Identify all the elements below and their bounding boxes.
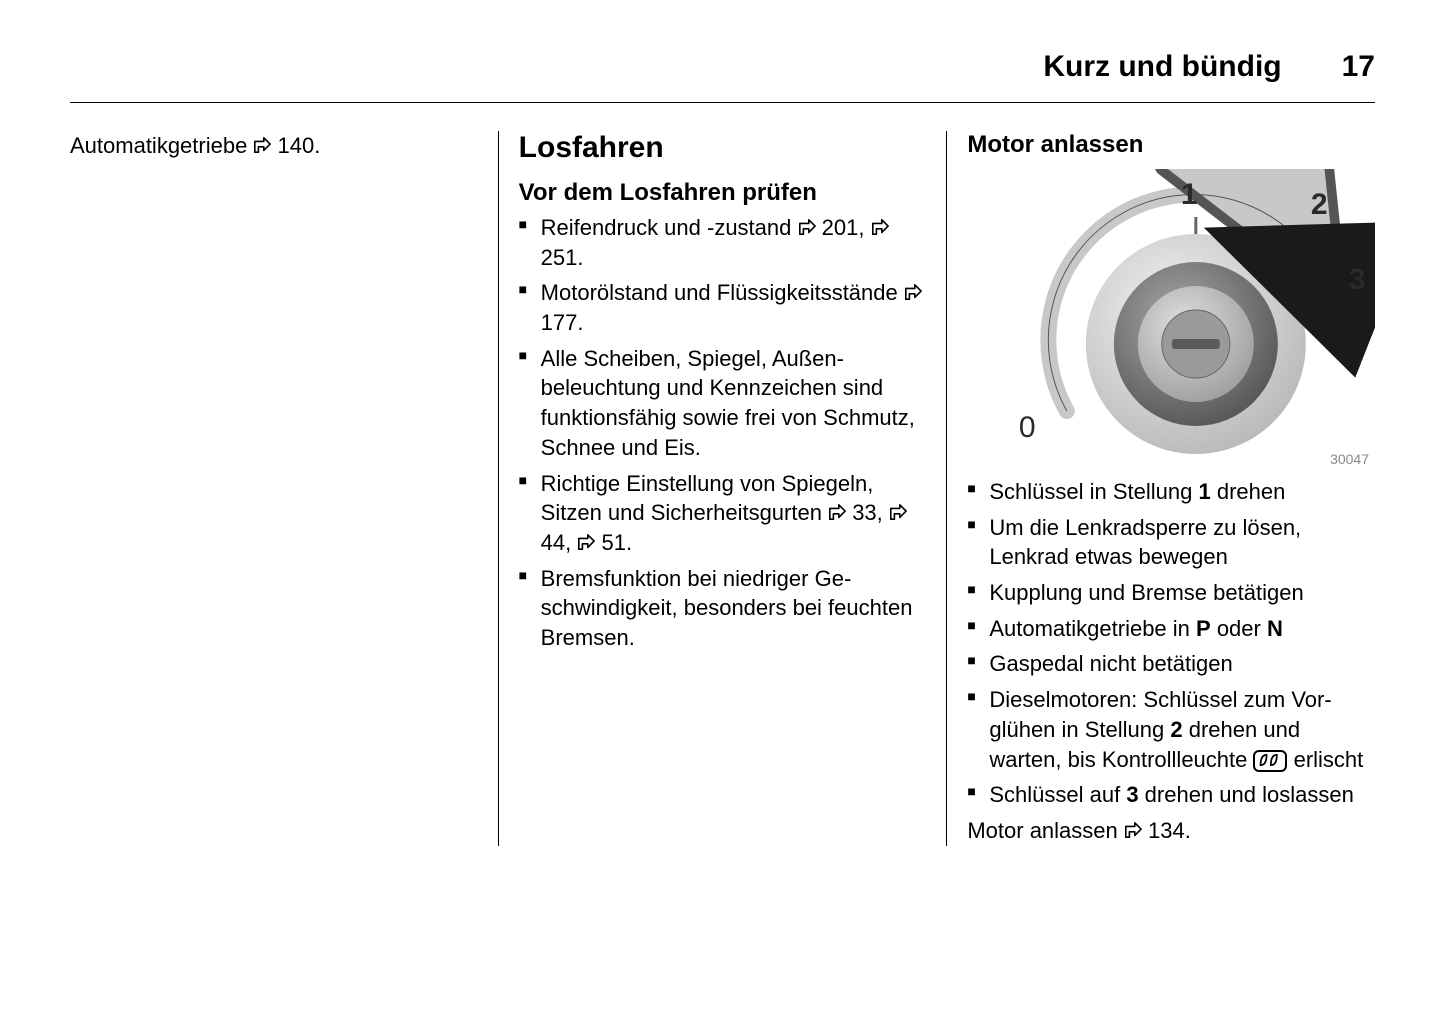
text: drehen und loslas­sen — [1139, 782, 1354, 807]
section-heading: Losfahren — [519, 131, 927, 165]
list-item: Richtige Einstellung von Spiegeln, Sitze… — [519, 469, 927, 558]
reference-arrow-icon — [889, 503, 907, 521]
reference-arrow-icon — [1124, 821, 1142, 839]
chapter-title: Kurz und bündig — [1043, 50, 1281, 84]
bold: 2 — [1170, 717, 1182, 742]
list-item: Schlüssel auf 3 drehen und loslas­sen — [967, 780, 1375, 810]
content-columns: Automatikgetriebe 140. Losfahren Vor dem… — [70, 131, 1375, 846]
col3-tail: Motor anlassen 134. — [967, 816, 1375, 846]
list-item: Kupplung und Bremse betätigen — [967, 578, 1375, 608]
ignition-switch-figure: 0 1 2 3 30047 — [967, 169, 1375, 469]
bold: 3 — [1126, 782, 1138, 807]
text: drehen — [1211, 479, 1286, 504]
text: Automatikgetriebe — [70, 133, 253, 158]
subsection-heading: Motor anlassen — [967, 131, 1375, 159]
text: oder — [1211, 616, 1267, 641]
text: 44, — [541, 530, 578, 555]
bold: P — [1196, 616, 1211, 641]
list-item: Reifendruck und -zustand 201, 251. — [519, 213, 927, 272]
list-item: Bremsfunktion bei niedriger Ge­schwindig… — [519, 564, 927, 653]
column-2: Losfahren Vor dem Losfahren prüfen Reife… — [498, 131, 947, 846]
figure-number: 30047 — [1330, 451, 1369, 467]
list-item: Dieselmotoren: Schlüssel zum Vor­glühen … — [967, 685, 1375, 774]
list-item: Gaspedal nicht betätigen — [967, 649, 1375, 679]
text: 140. — [271, 133, 320, 158]
text: 251. — [541, 245, 584, 270]
text: 33, — [846, 500, 889, 525]
text: Schlüssel in Stellung — [989, 479, 1198, 504]
text: 177. — [541, 310, 584, 335]
page-header: Kurz und bündig 17 — [70, 50, 1375, 103]
text: Motorölstand und Flüssigkeits­stände — [541, 280, 904, 305]
check-list: Reifendruck und -zustand 201, 251. Motor… — [519, 213, 927, 653]
text: Schlüssel auf — [989, 782, 1126, 807]
ignition-pos-3: 3 — [1349, 263, 1366, 296]
page-number: 17 — [1342, 50, 1375, 84]
glow-plug-icon — [1253, 750, 1287, 772]
ignition-pos-1: 1 — [1181, 178, 1198, 211]
text: Motor anlassen — [967, 818, 1124, 843]
text: Reifendruck und -zustand — [541, 215, 798, 240]
text: 134. — [1142, 818, 1191, 843]
list-item: Um die Lenkradsperre zu lösen, Lenkrad e… — [967, 513, 1375, 572]
start-list: Schlüssel in Stellung 1 drehen Um die Le… — [967, 477, 1375, 810]
column-3: Motor anlassen — [946, 131, 1375, 846]
list-item: Motorölstand und Flüssigkeits­stände 177… — [519, 278, 927, 337]
text: Automatikgetriebe in — [989, 616, 1196, 641]
reference-arrow-icon — [904, 283, 922, 301]
reference-arrow-icon — [798, 218, 816, 236]
list-item: Automatikgetriebe in P oder N — [967, 614, 1375, 644]
reference-arrow-icon — [253, 136, 271, 154]
text: 201, — [816, 215, 871, 240]
bold: 1 — [1198, 479, 1210, 504]
list-item: Schlüssel in Stellung 1 drehen — [967, 477, 1375, 507]
ignition-pos-0: 0 — [1019, 411, 1036, 444]
text: er­lischt — [1287, 747, 1363, 772]
reference-arrow-icon — [828, 503, 846, 521]
text: 51. — [595, 530, 632, 555]
subsection-heading: Vor dem Losfahren prüfen — [519, 179, 927, 207]
ignition-switch-diagram: 0 1 2 3 — [967, 169, 1375, 469]
bold: N — [1267, 616, 1283, 641]
text: Richtige Einstellung von Spiegeln, Sitze… — [541, 471, 874, 526]
list-item: Alle Scheiben, Spiegel, Außen­beleuchtun… — [519, 344, 927, 463]
col1-text: Automatikgetriebe 140. — [70, 131, 478, 161]
column-1: Automatikgetriebe 140. — [70, 131, 498, 846]
reference-arrow-icon — [577, 533, 595, 551]
ignition-pos-2: 2 — [1311, 188, 1328, 221]
reference-arrow-icon — [871, 218, 889, 236]
